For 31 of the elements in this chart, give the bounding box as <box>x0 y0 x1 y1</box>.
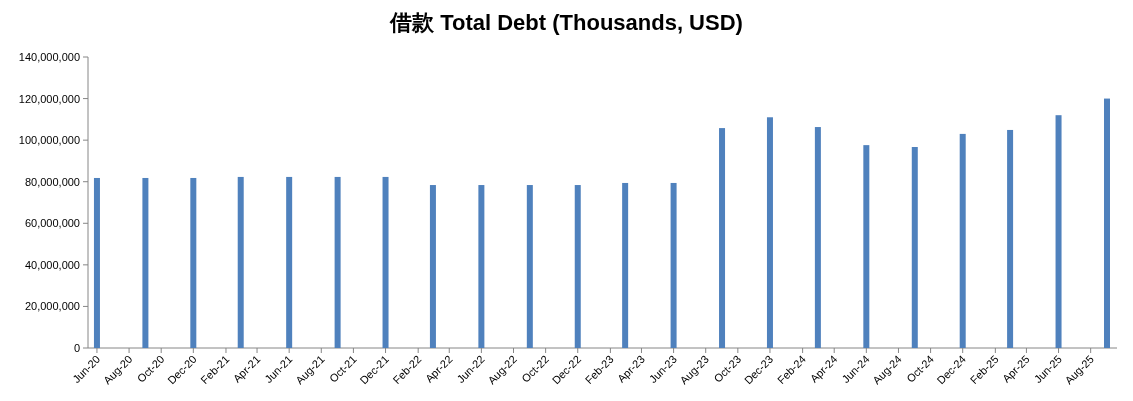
bar <box>142 177 149 348</box>
chart-title: 借款 Total Debt (Thousands, USD) <box>389 10 743 35</box>
bar <box>190 177 197 348</box>
bar <box>93 177 100 348</box>
y-tick-label: 80,000,000 <box>24 175 80 188</box>
bar <box>286 176 293 348</box>
bar <box>622 182 629 348</box>
bar <box>574 185 581 348</box>
y-tick-label: 0 <box>73 342 80 354</box>
bar <box>334 176 341 348</box>
y-tick-label: 140,000,000 <box>18 51 80 63</box>
bar <box>526 185 533 348</box>
bar <box>1103 98 1110 348</box>
bar <box>719 128 726 348</box>
bar <box>959 133 966 348</box>
bar <box>237 176 244 348</box>
bar <box>863 145 870 348</box>
bar <box>814 127 821 348</box>
y-tick-label: 100,000,000 <box>18 134 80 147</box>
y-tick-label: 40,000,000 <box>24 258 80 271</box>
y-tick-label: 60,000,000 <box>24 217 80 230</box>
bar <box>670 182 677 348</box>
bar <box>766 117 773 348</box>
y-tick-label: 20,000,000 <box>24 300 80 313</box>
bar <box>429 185 436 348</box>
bar <box>1007 129 1014 348</box>
bar <box>478 185 485 348</box>
bar <box>911 147 918 348</box>
bar <box>382 176 389 348</box>
bar <box>1055 115 1062 348</box>
y-tick-label: 120,000,000 <box>18 92 80 105</box>
